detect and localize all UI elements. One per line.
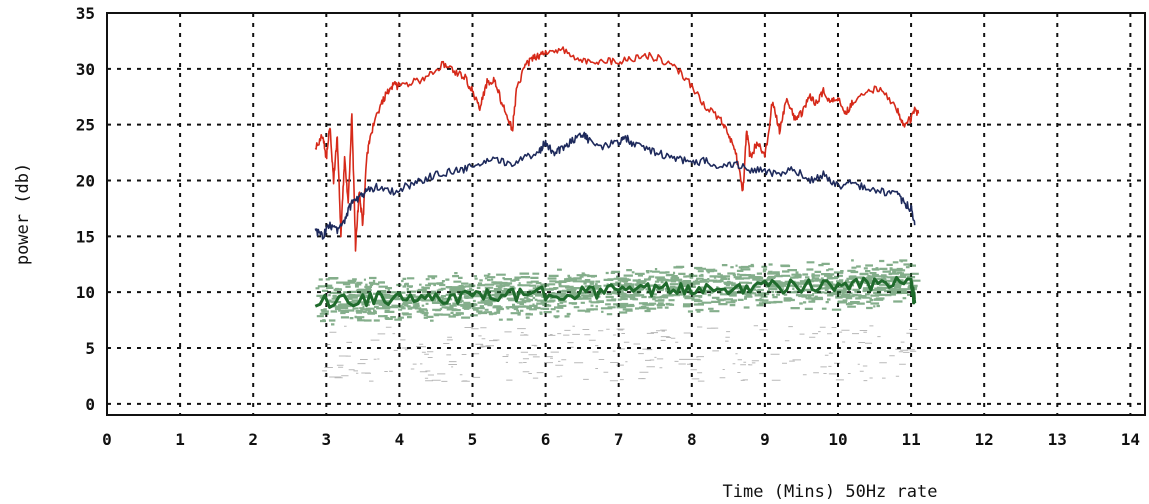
y-tick-label: 30 [76, 60, 95, 79]
low-noise-strokes [322, 325, 918, 382]
y-axis-title: power (db) [13, 163, 33, 265]
y-tick-label: 0 [85, 395, 95, 414]
x-tick-label: 8 [687, 430, 697, 449]
x-tick-label: 7 [614, 430, 624, 449]
series-group [314, 46, 920, 309]
x-tick-label: 13 [1048, 430, 1067, 449]
x-tick-label: 11 [901, 430, 920, 449]
x-tick-label: 14 [1121, 430, 1140, 449]
x-tick-label: 0 [102, 430, 112, 449]
plot-frame [106, 12, 1146, 416]
series-line-2 [314, 131, 916, 240]
x-tick-label: 2 [248, 430, 258, 449]
x-tick-labels: 0 1 2 3 4 5 6 7 8 9 10 11 12 13 14 [102, 430, 1140, 449]
y-tick-label: 5 [85, 339, 95, 358]
y-tick-label: 10 [76, 283, 95, 302]
series-line-1 [314, 46, 920, 252]
y-tick-labels: 0 5 10 15 20 25 30 35 [76, 4, 95, 414]
x-tick-label: 10 [828, 430, 847, 449]
x-tick-label: 3 [321, 430, 331, 449]
y-tick-label: 35 [76, 4, 95, 23]
grid [107, 12, 1145, 415]
x-tick-label: 5 [468, 430, 478, 449]
y-tick-label: 15 [76, 227, 95, 246]
y-tick-label: 20 [76, 172, 95, 191]
x-axis-title: Time (Mins) 50Hz rate [723, 482, 938, 502]
x-tick-label: 1 [175, 430, 185, 449]
x-tick-label: 9 [760, 430, 770, 449]
y-tick-label: 25 [76, 116, 95, 135]
x-tick-label: 12 [975, 430, 994, 449]
series-line-3 [314, 275, 917, 309]
x-tick-label: 6 [541, 430, 551, 449]
x-tick-label: 4 [395, 430, 405, 449]
